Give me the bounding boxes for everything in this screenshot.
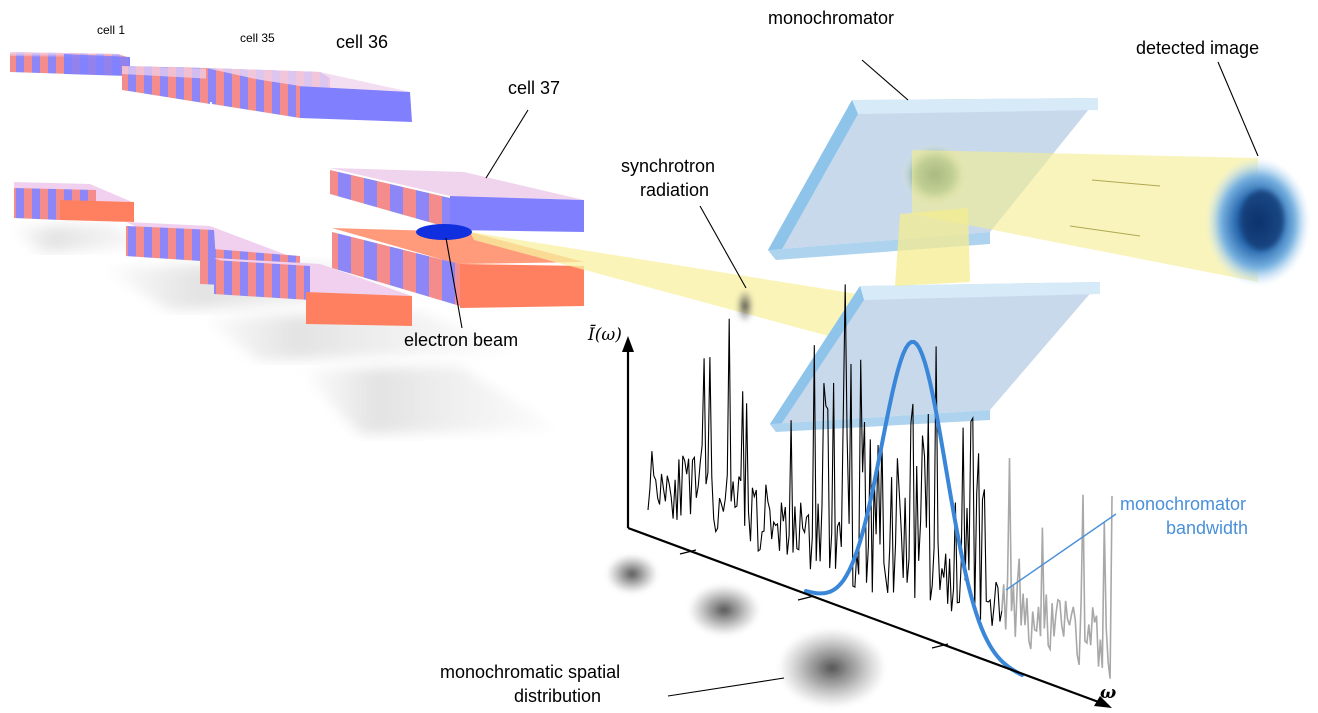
bandwidth-leader [1005, 513, 1117, 591]
x-axis-arrow [1094, 696, 1112, 708]
spectrum-plot [647, 284, 1113, 679]
y-axis-arrow [622, 336, 634, 352]
magnet-cell-37-top [330, 168, 584, 232]
label-cell-1: cell 1 [97, 23, 125, 37]
magnet-cell-1-bottom [14, 182, 134, 222]
x-axis-label: ω [1100, 683, 1116, 703]
label-monochromatic-spatial: monochromatic spatial [440, 662, 620, 682]
electron-beam-spot [416, 224, 472, 240]
label-bandwidth: bandwidth [1166, 518, 1248, 538]
label-detected-image: detected image [1136, 38, 1259, 58]
label-distribution: distribution [514, 686, 601, 706]
plot-axes [622, 336, 1112, 708]
magnet-cell-36-top [206, 68, 412, 122]
label-cell-36: cell 36 [336, 32, 388, 52]
label-monochromator-bandwidth: monochromator [1120, 494, 1246, 514]
magnet-cell-1-top [10, 52, 130, 76]
magnet-cell-36-bottom [214, 258, 412, 326]
label-cell-37: cell 37 [508, 78, 560, 98]
label-synchrotron: synchrotron [621, 156, 715, 176]
radiation-beam [470, 232, 880, 350]
detected-image [1208, 160, 1308, 284]
monochromator [768, 98, 1258, 432]
label-cell-35: cell 35 [240, 31, 275, 45]
bandwidth-curve [804, 340, 1024, 677]
spectrum-line [647, 284, 1005, 626]
x-tick-3 [931, 643, 949, 649]
label-electron-beam: electron beam [404, 330, 518, 350]
y-axis-label: Ī(ω) [587, 324, 622, 345]
magnet-cell-37-bottom [332, 228, 584, 308]
label-radiation: radiation [640, 180, 709, 200]
spectrum-line-outside-band [1001, 458, 1113, 679]
x-axis [627, 526, 1105, 706]
x-tick-2 [797, 595, 815, 601]
leader-lines [445, 59, 1259, 697]
spatial-distribution-blobs [606, 554, 886, 708]
label-monochromator: monochromator [768, 8, 894, 28]
x-tick-1 [679, 549, 697, 555]
